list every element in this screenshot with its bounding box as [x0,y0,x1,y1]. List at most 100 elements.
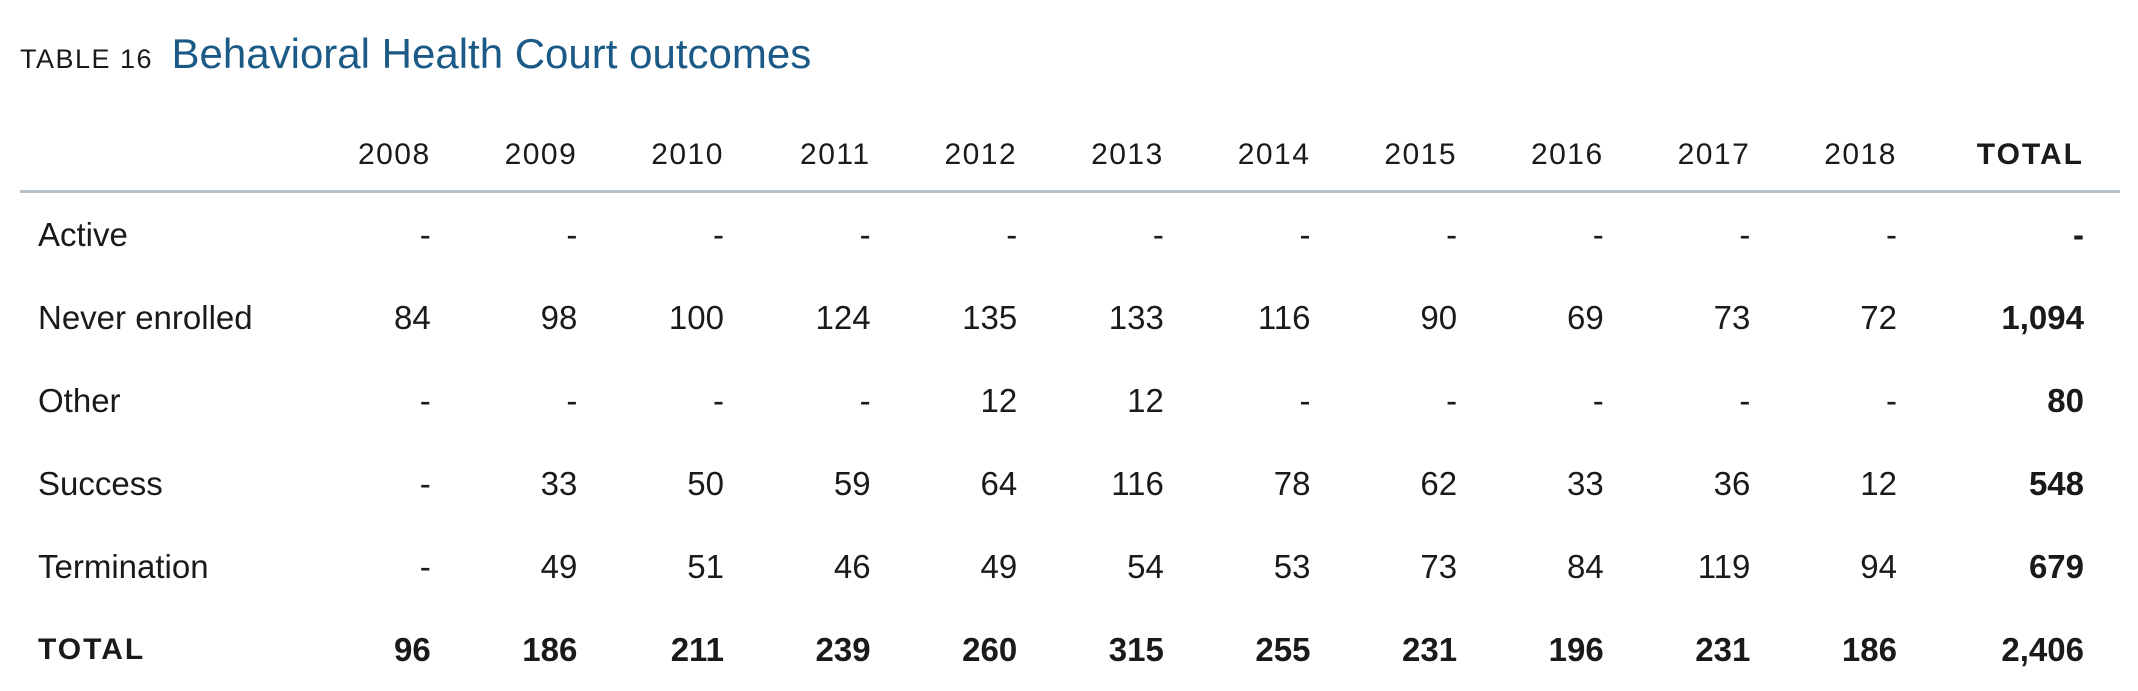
table-cell: 119 [1697,547,1751,585]
table-cell: - [1592,381,1604,419]
table-cell: 84 [1566,547,1604,585]
table-cell: 46 [833,547,871,585]
column-header: 2015 [1346,120,1494,193]
table-cell: 186 [1841,630,1897,668]
table-cell: 33 [1566,464,1604,502]
table-number-label: TABLE 16 [20,44,154,74]
row-label: Other [38,381,121,419]
table-cell: - [1592,215,1604,253]
column-header: 2014 [1199,120,1347,193]
table-cell: 260 [962,630,1018,668]
table-total-row: TOTAL 96 186 211 239 260 315 255 231 196… [20,608,2120,691]
table-cell: 69 [1566,298,1604,336]
table-cell: 98 [540,298,578,336]
row-label: Active [38,215,128,253]
table-cell: 116 [1111,464,1164,502]
table-cell: 36 [1713,464,1751,502]
table-cell: 196 [1548,630,1604,668]
table-cell: 100 [668,298,724,336]
row-label: Termination [38,547,209,585]
column-header: 2010 [613,120,760,193]
table-cell: 231 [1695,630,1751,668]
table-cell: 72 [1860,298,1897,336]
row-label: Never enrolled [38,298,253,336]
table-cell: 62 [1420,464,1458,502]
column-header: 2009 [466,120,614,193]
table-cell: - [1739,381,1751,419]
column-header: 2012 [906,120,1054,193]
table-cell: 54 [1127,547,1164,585]
table-cell: 231 [1402,630,1458,668]
column-header: 2018 [1786,120,1933,193]
table-cell: - [712,381,724,419]
table-cell: - [1006,215,1018,253]
row-label: TOTAL [38,632,146,666]
column-header: 2008 [320,120,467,193]
table-cell: - [419,381,431,419]
table-cell: - [1885,215,1897,253]
row-total-cell: 80 [2047,381,2084,419]
table-cell: 94 [1860,547,1897,585]
column-header: 2016 [1493,120,1640,193]
column-header: 2017 [1639,120,1787,193]
table-cell: - [1885,381,1897,419]
table-cell: 12 [980,381,1018,419]
table-cell: 211 [670,630,724,668]
table-cell: - [859,215,871,253]
column-header: 2011 [759,120,907,193]
table-row: Other - - - - 12 12 - - - - - 80 [20,359,2120,442]
table-cell: - [1446,381,1458,419]
table-cell: 12 [1860,464,1897,502]
table-cell: - [419,464,431,502]
table-row: Active - - - - - - - - - - - - [20,192,2120,277]
table-cell: - [1446,215,1458,253]
table-cell: 12 [1127,381,1164,419]
table-cell: - [1152,215,1164,253]
table-cell: - [419,547,431,585]
table-cell: - [419,215,431,253]
table-cell: - [1299,215,1311,253]
table-cell: 49 [980,547,1018,585]
table-row: Never enrolled 84 98 100 124 135 133 116… [20,276,2120,359]
row-total-cell: 1,094 [2001,298,2084,336]
table-cell: 49 [540,547,578,585]
table-cell: 135 [962,298,1018,336]
table-cell: 186 [522,630,578,668]
table-cell: 90 [1420,298,1458,336]
table-cell: 239 [815,630,871,668]
table-cell: 133 [1108,298,1164,336]
table-cell: 116 [1257,298,1311,336]
table-cell: 33 [540,464,578,502]
header-corner [20,120,321,193]
table-cell: - [566,215,578,253]
table-cell: - [1299,381,1311,419]
table-cell: 84 [393,298,431,336]
row-label: Success [38,464,163,502]
table-cell: 64 [980,464,1018,502]
row-total-cell: 679 [2028,547,2084,585]
column-header-total: TOTAL [1932,120,2120,193]
table-cell: 78 [1273,464,1311,502]
table-cell: - [1739,215,1751,253]
outcomes-table: 2008 2009 2010 2011 2012 2013 2014 2015 … [20,120,2120,691]
row-total-cell: 2,406 [2001,630,2084,668]
table-cell: 73 [1713,298,1751,336]
table-cell: 53 [1273,547,1311,585]
table-cell: 73 [1420,547,1458,585]
row-total-cell: - [2073,215,2084,253]
table-row: Success - 33 50 59 64 116 78 62 33 36 12… [20,442,2120,525]
table-title: Behavioral Health Court outcomes [171,30,812,77]
table-cell: 255 [1255,630,1311,668]
table-cell: 315 [1108,630,1164,668]
table-cell: - [859,381,871,419]
table-cell: - [566,381,578,419]
table-row: Termination - 49 51 46 49 54 53 73 84 11… [20,525,2120,608]
column-header: 2013 [1053,120,1200,193]
table-caption: TABLE 16 Behavioral Health Court outcome… [20,30,811,78]
table-cell: 124 [815,298,871,336]
table-header-row: 2008 2009 2010 2011 2012 2013 2014 2015 … [20,120,2120,193]
row-total-cell: 548 [2028,464,2084,502]
table-cell: - [712,215,724,253]
table-cell: 50 [687,464,724,502]
table-cell: 51 [687,547,724,585]
